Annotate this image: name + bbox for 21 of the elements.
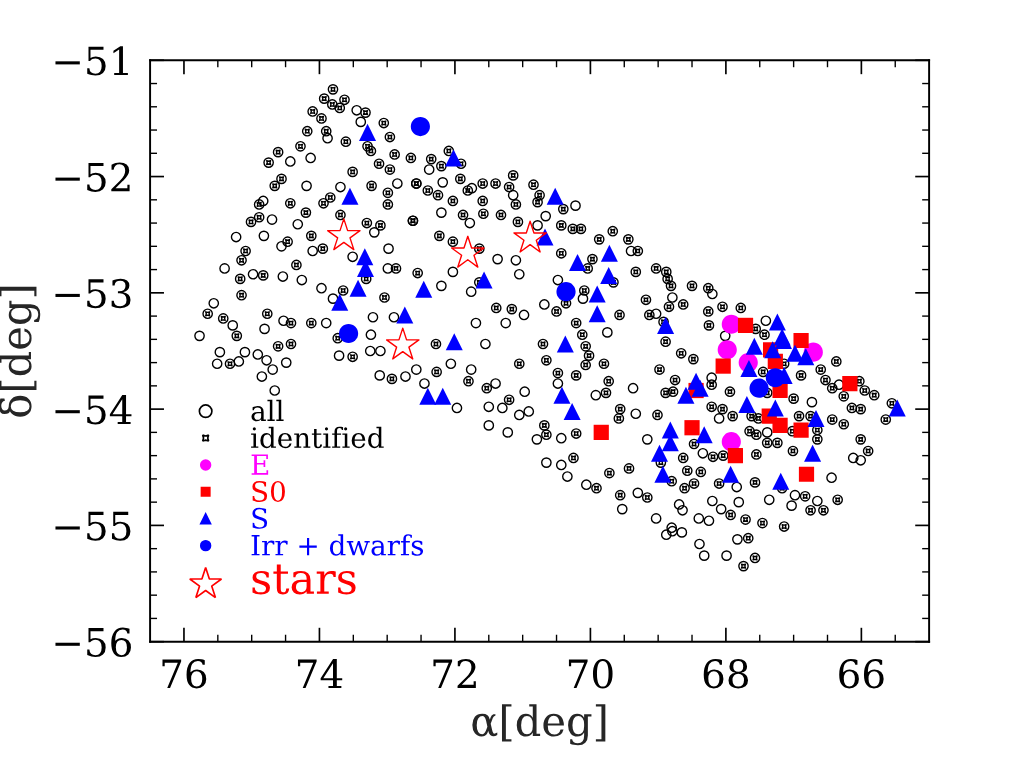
y-tick-label: −52 <box>55 162 130 192</box>
legend-label: all <box>251 399 284 422</box>
legend-label: S0 <box>252 480 285 502</box>
y-tick-label: −51 <box>55 46 128 76</box>
x-tick-label: 72 <box>433 659 476 688</box>
y-tick-label: −53 <box>55 278 131 309</box>
y-tick-label: −54 <box>55 395 132 425</box>
legend-label: E <box>251 454 269 475</box>
y-tick-label: −55 <box>55 511 131 541</box>
x-tick-label: 74 <box>297 659 343 688</box>
x-axis-title: α[deg] <box>472 704 606 746</box>
x-tick-label: 76 <box>162 659 207 689</box>
legend-label: Irr + dwarfs <box>251 534 424 556</box>
x-tick-label: 66 <box>839 659 884 689</box>
y-tick-label: −56 <box>55 627 131 658</box>
x-tick-label: 70 <box>568 659 613 689</box>
legend-label: S <box>252 507 268 529</box>
legend-label: identified <box>251 426 384 449</box>
x-tick-label: 68 <box>703 659 749 689</box>
y-axis-title: δ[deg] <box>0 286 41 417</box>
legend-label: stars <box>252 564 356 595</box>
